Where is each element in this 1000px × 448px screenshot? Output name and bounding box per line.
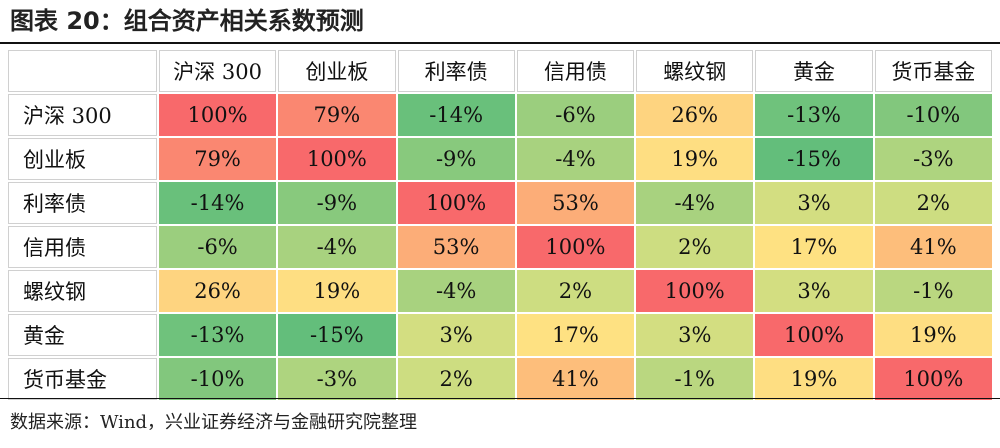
heatmap-cell: 19% — [755, 358, 873, 400]
heatmap-cell: -10% — [874, 94, 992, 136]
heatmap-cell: -14% — [158, 182, 277, 224]
heatmap-cell: 26% — [636, 94, 754, 136]
heatmap-cell: -14% — [397, 94, 515, 136]
heatmap-cell: 19% — [636, 138, 754, 180]
row-header: 黄金 — [8, 314, 157, 356]
column-header: 创业板 — [278, 50, 396, 92]
heatmap-cell: -4% — [278, 226, 396, 268]
heatmap-cell: -4% — [636, 182, 754, 224]
column-header: 信用债 — [516, 50, 635, 92]
heatmap-cell: 53% — [516, 182, 635, 224]
table-row: 信用债 -6% -4% 53% 100% 2% 17% 41% — [8, 226, 992, 268]
figure-title: 图表 20：组合资产相关系数预测 — [10, 7, 364, 35]
row-header: 沪深 300 — [8, 94, 157, 136]
heatmap-cell: 100% — [158, 94, 277, 136]
column-header: 沪深 300 — [158, 50, 277, 92]
table-row: 创业板 79% 100% -9% -4% 19% -15% -3% — [8, 138, 992, 180]
heatmap-cell: -1% — [636, 358, 754, 400]
heatmap-cell: -13% — [755, 94, 873, 136]
heatmap-cell: -13% — [158, 314, 277, 356]
heatmap-cell: -3% — [278, 358, 396, 400]
heatmap-cell: 2% — [516, 270, 635, 312]
source-note: 数据来源：Wind，兴业证券经济与金融研究院整理 — [10, 412, 418, 433]
heatmap-cell: 2% — [397, 358, 515, 400]
heatmap-cell: -4% — [516, 138, 635, 180]
heatmap-cell: 79% — [278, 94, 396, 136]
heatmap-cell: 19% — [278, 270, 396, 312]
heatmap-cell: -9% — [278, 182, 396, 224]
heatmap-cell: -3% — [874, 138, 992, 180]
header-row: 沪深 300 创业板 利率债 信用债 螺纹钢 黄金 货币基金 — [8, 50, 992, 92]
heatmap-cell: 79% — [158, 138, 277, 180]
heatmap-cell: -15% — [278, 314, 396, 356]
heatmap-cell: -9% — [397, 138, 515, 180]
column-header: 货币基金 — [874, 50, 992, 92]
heatmap-cell: 100% — [755, 314, 873, 356]
heatmap-cell: 100% — [636, 270, 754, 312]
table-row: 利率债 -14% -9% 100% 53% -4% 3% 2% — [8, 182, 992, 224]
heatmap-cell: -10% — [158, 358, 277, 400]
top-rule — [0, 42, 1000, 44]
corner-cell — [8, 50, 157, 92]
heatmap-cell: -15% — [755, 138, 873, 180]
heatmap-cell: -4% — [397, 270, 515, 312]
heatmap-cell: 3% — [755, 182, 873, 224]
column-header: 螺纹钢 — [636, 50, 754, 92]
table-row: 螺纹钢 26% 19% -4% 2% 100% 3% -1% — [8, 270, 992, 312]
heatmap-cell: -1% — [874, 270, 992, 312]
heatmap-cell: 41% — [874, 226, 992, 268]
row-header: 货币基金 — [8, 358, 157, 400]
heatmap-cell: 53% — [397, 226, 515, 268]
heatmap-cell: 3% — [397, 314, 515, 356]
column-header: 黄金 — [755, 50, 873, 92]
heatmap-cell: 17% — [755, 226, 873, 268]
table-row: 黄金 -13% -15% 3% 17% 3% 100% 19% — [8, 314, 992, 356]
table-row: 货币基金 -10% -3% 2% 41% -1% 19% 100% — [8, 358, 992, 400]
table-row: 沪深 300 100% 79% -14% -6% 26% -13% -10% — [8, 94, 992, 136]
heatmap-cell: -6% — [516, 94, 635, 136]
heatmap-cell: -6% — [158, 226, 277, 268]
heatmap-cell: 26% — [158, 270, 277, 312]
bottom-rule — [0, 398, 1000, 399]
row-header: 螺纹钢 — [8, 270, 157, 312]
row-header: 创业板 — [8, 138, 157, 180]
row-header: 信用债 — [8, 226, 157, 268]
heatmap-cell: 100% — [874, 358, 992, 400]
correlation-matrix-table: 沪深 300 创业板 利率债 信用债 螺纹钢 黄金 货币基金 沪深 300 100… — [6, 48, 994, 402]
heatmap-cell: 100% — [397, 182, 515, 224]
heatmap-cell: 2% — [636, 226, 754, 268]
heatmap-cell: 100% — [278, 138, 396, 180]
heatmap-cell: 3% — [636, 314, 754, 356]
heatmap-cell: 17% — [516, 314, 635, 356]
heatmap-cell: 2% — [874, 182, 992, 224]
heatmap-cell: 100% — [516, 226, 635, 268]
heatmap-cell: 41% — [516, 358, 635, 400]
row-header: 利率债 — [8, 182, 157, 224]
heatmap-cell: 3% — [755, 270, 873, 312]
column-header: 利率债 — [397, 50, 515, 92]
heatmap-cell: 19% — [874, 314, 992, 356]
